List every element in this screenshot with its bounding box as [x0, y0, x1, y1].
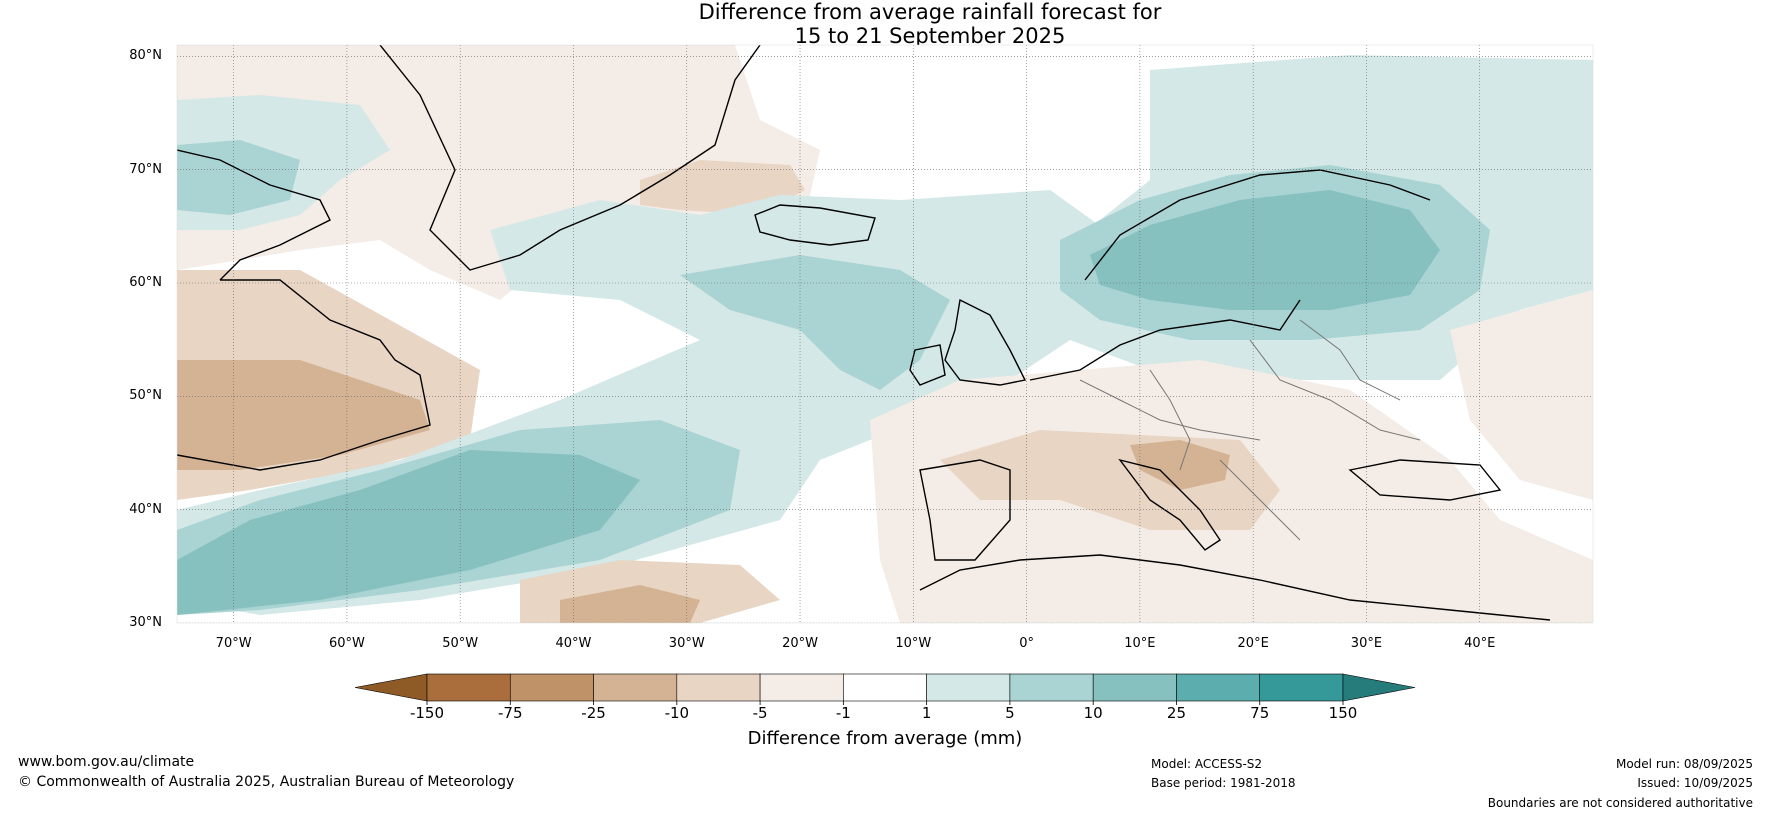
footer-url: www.bom.gov.au/climate: [18, 754, 195, 770]
coastline-italy: [1118, 458, 1221, 551]
latitude-label: 50°N: [129, 388, 162, 404]
colorbar-bin: [1176, 673, 1261, 702]
longitude-label: 60°W: [328, 636, 365, 651]
colorbar-bin: [1092, 673, 1177, 702]
graticule: [177, 45, 1593, 623]
longitude-label: 70°W: [215, 636, 252, 651]
colorbar-bin: [1009, 673, 1094, 702]
longitude-label: 50°W: [442, 636, 479, 651]
coastline-baffin: [177, 149, 331, 281]
longitude-label: 30°W: [668, 636, 705, 651]
colorbar-bin: [759, 673, 844, 702]
coastline-continental-europe: [1029, 299, 1301, 381]
boundary-eastern-europe-1: [1249, 339, 1421, 441]
longitude-label: 10°E: [1124, 636, 1156, 651]
coastline-greenland: [379, 45, 761, 271]
boundary-central-europe-2: [1149, 369, 1191, 471]
longitude-label: 20°E: [1237, 636, 1269, 651]
colorbar-bin: [426, 673, 511, 702]
boundary-central-europe-1: [1079, 379, 1261, 441]
title-line-1: Difference from average rainfall forecas…: [698, 0, 1162, 24]
coastline-ireland: [909, 344, 946, 386]
anomaly-region-ireland-wet: [680, 255, 950, 390]
footer-copyright: © Commonwealth of Australia 2025, Austra…: [18, 774, 515, 790]
anomaly-region-baffin-wet: [177, 140, 300, 215]
colorbar-tick-label: 1: [921, 704, 932, 722]
longitude-label: 40°W: [555, 636, 592, 651]
coastline-great-britain: [944, 298, 1027, 386]
colorbar-bin: [593, 673, 678, 702]
boundary-eastern-europe-2: [1299, 319, 1401, 401]
footer-model: Model: ACCESS-S2: [1151, 757, 1263, 771]
longitude-label: 10°W: [895, 636, 932, 651]
map-plot-area: [177, 45, 1593, 623]
map-frame: [176, 44, 1594, 624]
colorbar-tick-label: -5: [752, 704, 768, 722]
colorbar-tick-label: 75: [1250, 704, 1270, 722]
colorbar-tick-label: -1: [835, 704, 851, 722]
anomaly-region-atlantic-wetter: [177, 450, 640, 615]
colorbar-bin: [1259, 673, 1344, 702]
colorbar-tick-label: 25: [1166, 704, 1186, 722]
latitude-label: 40°N: [129, 501, 162, 517]
colorbar-tick-label: 5: [1005, 704, 1015, 722]
latitude-label: 80°N: [129, 48, 162, 64]
colorbar-tick-label: -10: [664, 704, 690, 722]
longitude-label: 0°: [1019, 636, 1034, 651]
colorbar-bin: [926, 673, 1011, 702]
colorbar-under-arrow: [354, 673, 428, 702]
colorbar-bin: [676, 673, 761, 702]
footer-issued: Issued: 10/09/2025: [1637, 776, 1753, 790]
colorbar-over-arrow: [1342, 673, 1416, 702]
coastlines: [177, 45, 1551, 621]
latitude-label: 30°N: [129, 615, 162, 630]
footer-disclaimer: Boundaries are not considered authoritat…: [1487, 796, 1753, 810]
coastline-north-africa: [919, 554, 1551, 621]
chart-title: Difference from average rainfall forecas…: [0, 0, 1770, 48]
longitude-label: 30°E: [1350, 636, 1383, 651]
coastline-norway: [1084, 169, 1431, 281]
title-line-2: 15 to 21 September 2025: [794, 24, 1066, 48]
colorbar-tick-label: -75: [498, 704, 523, 722]
anomaly-region-eastern-europe-dry: [1450, 290, 1593, 500]
coastline-iceland: [754, 204, 876, 246]
boundary-balkans: [1219, 459, 1301, 541]
colorbar-title: Difference from average (mm): [747, 728, 1023, 749]
colorbar-bin: [843, 673, 927, 702]
longitude-label: 40°E: [1464, 636, 1496, 651]
anomaly-region-subtropical-drier: [560, 585, 700, 623]
latitude-label: 60°N: [129, 275, 162, 290]
colorbar-tick-label: 150: [1328, 704, 1358, 722]
colorbar-tick-label: -25: [581, 704, 606, 722]
colorbar-bin: [509, 673, 594, 702]
anomaly-region-scandinavia-wetter: [1090, 190, 1440, 310]
coastline-labrador: [177, 279, 431, 471]
country-boundaries: [1079, 319, 1421, 541]
latitude-label: 70°N: [129, 161, 162, 177]
footer-base-period: Base period: 1981-2018: [1151, 776, 1296, 790]
footer-model-run: Model run: 08/09/2025: [1615, 757, 1753, 771]
coastline-black-sea: [1348, 459, 1502, 501]
longitude-label: 20°W: [782, 636, 818, 651]
anomaly-region-canada-drier: [177, 360, 430, 470]
colorbar-tick-label: 10: [1083, 704, 1103, 722]
coastline-iberia: [919, 459, 1011, 561]
colorbar-tick-label: -150: [409, 704, 445, 722]
anomaly-region-italy-dry: [1130, 440, 1230, 490]
